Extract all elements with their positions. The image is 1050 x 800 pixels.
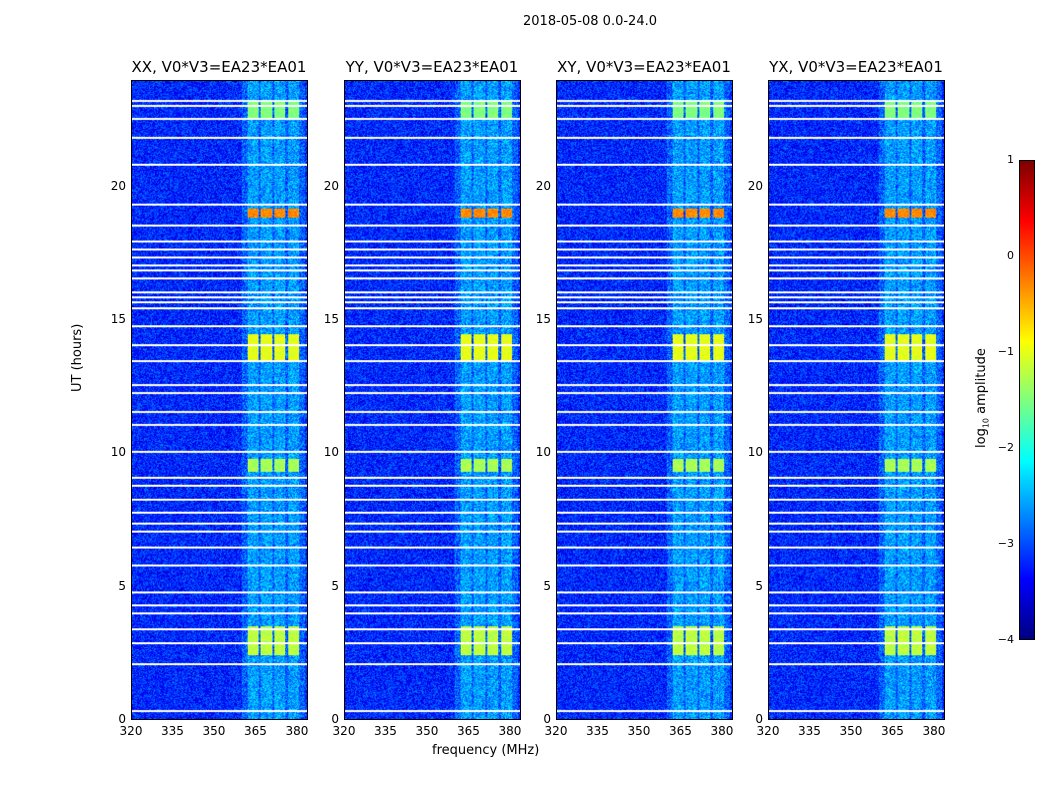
y-tick-label: 5 [331, 578, 339, 593]
heatmap-xx [131, 80, 308, 720]
x-tick-label: 365 [244, 724, 267, 738]
x-tick-label: 350 [627, 724, 651, 738]
colorbar [1019, 160, 1035, 640]
x-tick-label: 320 [119, 724, 143, 738]
panel-title-yx: YX, V0*V3=EA23*EA01 [769, 58, 943, 76]
y-tick-label: 15 [110, 312, 126, 326]
heatmap-xy [556, 80, 733, 720]
y-tick-label: 0 [118, 712, 126, 726]
x-tick-label: 380 [922, 724, 946, 738]
x-tick-label: 335 [374, 724, 397, 738]
x-tick-label: 320 [544, 724, 568, 738]
panel-title-yy: YY, V0*V3=EA23*EA01 [345, 58, 519, 76]
x-tick-label: 350 [415, 724, 439, 738]
x-tick-label: 350 [202, 724, 226, 738]
x-tick-label: 365 [881, 724, 904, 738]
x-tick-label: 365 [669, 724, 692, 738]
panel-title-xx: XX, V0*V3=EA23*EA01 [131, 58, 307, 76]
colorbar-tick-label: 1 [1007, 153, 1014, 166]
y-tick-label: 10 [323, 445, 339, 460]
y-tick-label: 20 [110, 178, 126, 193]
y-axis-label: UT (hours) [70, 323, 85, 392]
y-tick-label: 5 [543, 578, 551, 593]
colorbar-tick-label: −1 [997, 345, 1014, 358]
colorbar-tick-label: −4 [997, 633, 1014, 646]
x-tick-label: 335 [161, 724, 184, 738]
x-tick-label: 335 [586, 724, 609, 738]
x-tick-label: 365 [457, 724, 480, 738]
colorbar-tick-label: −3 [997, 537, 1014, 550]
y-tick-label: 20 [323, 178, 339, 193]
y-tick-label: 0 [331, 712, 339, 726]
y-tick-label: 15 [323, 312, 339, 326]
colorbar-label: log10 amplitude [974, 348, 991, 448]
y-tick-label: 20 [747, 178, 763, 193]
colorbar-tick-label: −2 [997, 441, 1014, 454]
y-tick-label: 0 [543, 712, 551, 726]
y-tick-label: 0 [755, 712, 763, 726]
x-tick-label: 350 [839, 724, 863, 738]
x-tick-label: 380 [498, 724, 522, 738]
heatmap-yy [344, 80, 521, 720]
heatmap-yx [768, 80, 945, 720]
y-tick-label: 20 [535, 178, 551, 193]
x-axis-label: frequency (MHz) [432, 743, 540, 758]
x-tick-label: 320 [756, 724, 780, 738]
panel-title-xy: XY, V0*V3=EA23*EA01 [557, 58, 731, 76]
y-tick-label: 10 [747, 445, 763, 460]
y-tick-label: 5 [755, 578, 763, 593]
x-tick-label: 335 [798, 724, 821, 738]
x-tick-label: 380 [710, 724, 734, 738]
y-tick-label: 15 [535, 312, 551, 326]
figure-title: 2018-05-08 0.0-24.0 [523, 14, 657, 29]
y-tick-label: 10 [535, 445, 551, 460]
colorbar-tick-label: 0 [1007, 249, 1014, 262]
x-tick-label: 320 [332, 724, 356, 738]
y-tick-label: 5 [118, 578, 126, 593]
y-tick-label: 15 [747, 312, 763, 326]
x-tick-label: 380 [285, 724, 309, 738]
y-tick-label: 10 [110, 445, 126, 460]
